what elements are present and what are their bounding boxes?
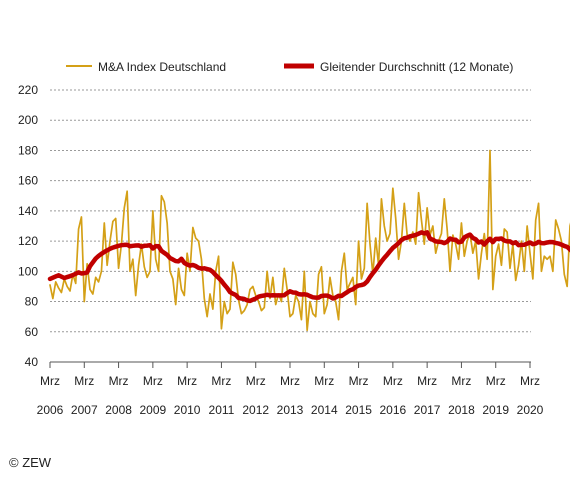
x-tick-label-month: Mrz	[280, 374, 300, 388]
y-axis-tick-labels: 40 60 80 100 120 140 160 180 200 220	[18, 83, 38, 369]
y-tick-label: 180	[18, 143, 38, 157]
x-tick-label-month: Mrz	[451, 374, 471, 388]
x-tick-label-month: Mrz	[349, 374, 369, 388]
x-tick-label-month: Mrz	[417, 374, 437, 388]
x-tick-label-year: 2012	[242, 403, 269, 417]
x-tick-label-year: 2019	[482, 403, 509, 417]
x-tick-label-year: 2009	[140, 403, 167, 417]
x-tick-label-year: 2014	[311, 403, 338, 417]
y-tick-label: 220	[18, 83, 38, 97]
y-tick-label: 60	[25, 325, 39, 339]
x-tick-label-month: Mrz	[143, 374, 163, 388]
copyright-notice: © ZEW	[9, 455, 52, 470]
x-axis: Mrz 2006 Mrz 2007 Mrz 2008 Mrz 2009 Mrz 2010 Mrz 20…	[37, 361, 544, 417]
y-tick-label: 200	[18, 113, 38, 127]
x-tick-label-year: 2013	[277, 403, 304, 417]
legend-label-index: M&A Index Deutschland	[98, 60, 226, 74]
x-tick-label-month: Mrz	[177, 374, 197, 388]
series-line-index	[49, 149, 570, 332]
x-tick-label-month: Mrz	[246, 374, 266, 388]
x-tick-label-year: 2018	[448, 403, 475, 417]
x-tick-label-year: 2020	[517, 403, 544, 417]
y-tick-label: 100	[18, 264, 38, 278]
x-tick-label-month: Mrz	[486, 374, 506, 388]
legend: M&A Index Deutschland Gleitender Durchsc…	[66, 60, 513, 74]
x-tick-label-year: 2011	[209, 403, 235, 417]
x-tick-label-year: 2006	[37, 403, 64, 417]
y-tick-label: 160	[18, 174, 38, 188]
x-tick-label-month: Mrz	[40, 374, 60, 388]
x-tick-label-month: Mrz	[74, 374, 94, 388]
y-tick-label: 120	[18, 234, 38, 248]
x-tick-label-year: 2008	[105, 403, 132, 417]
y-tick-label: 40	[25, 355, 39, 369]
x-tick-label-month: Mrz	[109, 374, 129, 388]
series-line-average	[47, 230, 570, 304]
legend-label-average: Gleitender Durchschnitt (12 Monate)	[320, 60, 513, 74]
y-tick-label: 80	[25, 295, 39, 309]
x-tick-label-month: Mrz	[520, 374, 540, 388]
x-tick-label-year: 2010	[174, 403, 201, 417]
x-tick-label-year: 2016	[380, 403, 407, 417]
x-tick-label-month: Mrz	[383, 374, 403, 388]
y-tick-label: 140	[18, 204, 38, 218]
series-lines	[47, 149, 570, 332]
x-tick-label-month: Mrz	[211, 374, 231, 388]
x-tick-label-year: 2015	[345, 403, 372, 417]
grid-lines	[50, 89, 531, 333]
x-tick-label-year: 2007	[71, 403, 98, 417]
x-tick-label-month: Mrz	[314, 374, 334, 388]
x-tick-label-year: 2017	[414, 403, 441, 417]
